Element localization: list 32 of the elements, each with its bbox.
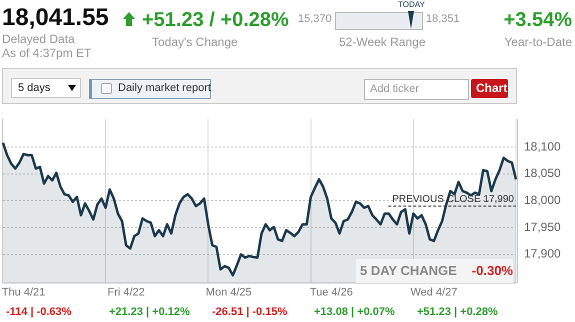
text: +3.54% bbox=[504, 9, 572, 32]
text: +51.23 | +0.28% bbox=[417, 306, 498, 318]
text: Delayed Data bbox=[2, 32, 75, 46]
text: TODAY bbox=[398, 0, 425, 9]
x-tick-label: Tue 4/26 bbox=[310, 286, 353, 298]
y-tick-label: 17,950 bbox=[524, 220, 562, 234]
text: +13.08 | +0.07% bbox=[314, 306, 395, 318]
text: -26.51 | -0.15% bbox=[212, 306, 288, 318]
x-tick-label: Wed 4/27 bbox=[410, 286, 458, 298]
text: As of 4:37pm ET bbox=[2, 46, 92, 60]
text: Today's Change bbox=[152, 35, 238, 49]
text: 52-Week Range bbox=[339, 35, 426, 49]
x-tick-label: Mon 4/25 bbox=[206, 286, 252, 298]
annotation: -0.30% bbox=[472, 263, 513, 278]
text: -114 | -0.63% bbox=[6, 306, 72, 318]
y-tick-label: 17,900 bbox=[524, 246, 562, 261]
y-tick-label: 18,050 bbox=[524, 166, 562, 180]
annotation: 5 DAY CHANGE bbox=[360, 263, 457, 278]
text: Add ticker bbox=[370, 83, 419, 95]
text: Chart bbox=[476, 81, 508, 95]
text: +21.23 | +0.12% bbox=[109, 306, 190, 318]
x-tick-label: Fri 4/22 bbox=[107, 286, 145, 298]
x-tick-label: Thu 4/21 bbox=[2, 286, 46, 298]
text: 15,370 bbox=[298, 13, 332, 25]
y-tick-label: 18,000 bbox=[524, 193, 562, 208]
text: 5 days bbox=[18, 82, 50, 94]
text: 18,041.55 bbox=[2, 4, 109, 32]
text: Daily market report bbox=[118, 82, 211, 94]
text: 18,351 bbox=[426, 13, 460, 25]
text: +51.23 / +0.28% bbox=[142, 9, 289, 32]
y-tick-label: 18,100 bbox=[524, 139, 562, 154]
text: Year-to-Date bbox=[504, 35, 572, 49]
